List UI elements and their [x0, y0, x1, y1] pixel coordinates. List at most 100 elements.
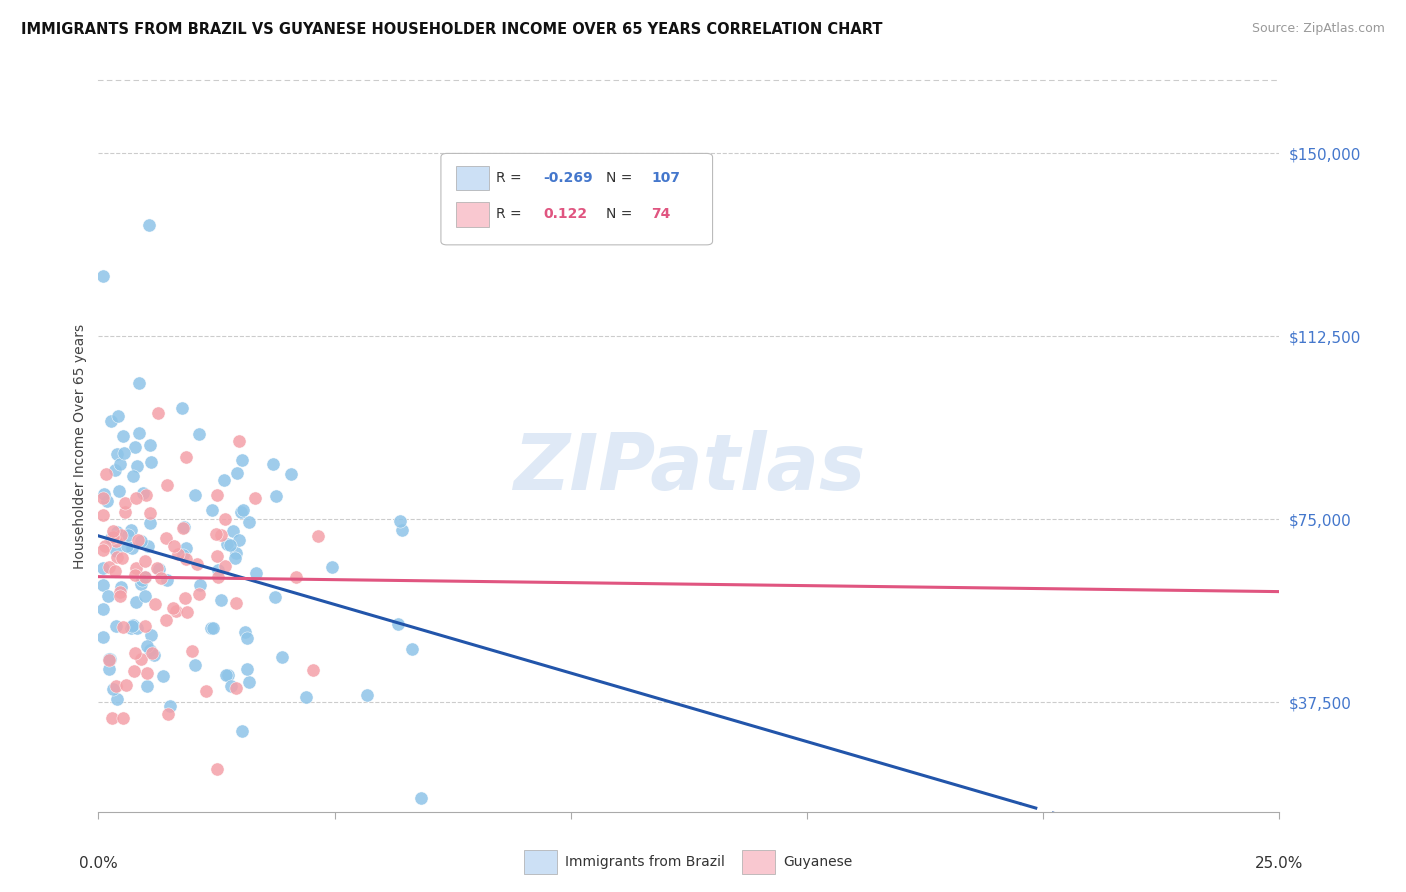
Point	[219, 538, 242, 552]
Text: Guyanese: Guyanese	[783, 855, 852, 869]
Point	[122, 468, 145, 483]
Point	[134, 618, 156, 632]
Point	[156, 707, 179, 722]
Point	[121, 619, 143, 633]
Text: -0.269: -0.269	[544, 170, 593, 185]
Point	[101, 682, 124, 697]
Point	[129, 652, 152, 666]
Point	[225, 596, 247, 610]
Point	[215, 668, 238, 682]
Point	[183, 488, 205, 502]
Point	[117, 528, 139, 542]
Point	[111, 551, 134, 566]
Y-axis label: Householder Income Over 65 years: Householder Income Over 65 years	[73, 324, 87, 568]
Point	[215, 536, 238, 550]
Point	[184, 658, 207, 673]
Point	[103, 530, 125, 544]
Point	[97, 590, 120, 604]
Point	[101, 711, 124, 725]
Point	[219, 679, 242, 693]
Point	[127, 533, 149, 548]
Point	[125, 459, 148, 474]
Point	[103, 530, 125, 544]
Point	[132, 485, 155, 500]
Point	[104, 463, 127, 477]
Point	[200, 622, 222, 636]
Point	[207, 570, 229, 584]
Point	[122, 617, 145, 632]
Point	[91, 630, 114, 644]
Point	[129, 534, 152, 549]
Point	[271, 650, 294, 665]
Point	[232, 503, 254, 517]
Point	[94, 539, 117, 553]
Point	[141, 646, 163, 660]
Point	[285, 570, 308, 584]
Point	[108, 585, 131, 599]
Point	[105, 550, 128, 565]
Point	[174, 450, 197, 464]
Point	[91, 602, 114, 616]
Point	[387, 617, 409, 632]
Point	[125, 595, 148, 609]
Point	[97, 663, 120, 677]
Point	[105, 524, 128, 539]
Point	[141, 628, 163, 642]
Point	[134, 589, 156, 603]
Point	[139, 455, 162, 469]
Point	[174, 552, 197, 566]
Text: R =: R =	[496, 207, 526, 221]
Text: IMMIGRANTS FROM BRAZIL VS GUYANESE HOUSEHOLDER INCOME OVER 65 YEARS CORRELATION : IMMIGRANTS FROM BRAZIL VS GUYANESE HOUSE…	[21, 22, 883, 37]
Text: Immigrants from Brazil: Immigrants from Brazil	[565, 855, 725, 869]
Point	[226, 466, 249, 480]
Point	[98, 652, 121, 666]
Point	[136, 665, 159, 680]
Point	[181, 644, 204, 658]
Point	[238, 515, 260, 529]
Point	[110, 581, 132, 595]
Point	[93, 486, 115, 500]
Point	[105, 544, 128, 558]
Point	[136, 679, 159, 693]
Point	[280, 467, 302, 482]
Text: 107: 107	[651, 170, 681, 185]
Point	[134, 570, 156, 584]
Point	[245, 491, 267, 506]
Point	[174, 541, 197, 555]
Point	[138, 218, 160, 232]
Point	[146, 406, 169, 420]
Point	[201, 503, 224, 517]
Point	[231, 724, 253, 739]
Text: Source: ZipAtlas.com: Source: ZipAtlas.com	[1251, 22, 1385, 36]
Point	[233, 625, 256, 640]
Point	[172, 401, 194, 415]
Point	[173, 520, 195, 534]
Point	[127, 621, 149, 635]
Point	[142, 648, 165, 662]
Point	[391, 523, 413, 537]
Point	[91, 561, 114, 575]
Text: N =: N =	[606, 207, 637, 221]
Point	[105, 447, 128, 461]
Point	[155, 613, 177, 627]
Point	[101, 524, 124, 538]
Point	[110, 458, 132, 472]
Point	[96, 494, 118, 508]
Point	[409, 791, 432, 805]
Point	[121, 541, 143, 555]
Point	[98, 652, 121, 666]
Point	[139, 438, 162, 452]
Point	[222, 524, 245, 538]
Point	[91, 268, 114, 283]
Point	[214, 559, 236, 574]
Point	[124, 491, 146, 505]
Point	[225, 681, 247, 695]
Point	[321, 559, 343, 574]
Point	[205, 762, 228, 776]
Point	[236, 632, 259, 646]
Point	[201, 621, 224, 635]
Point	[135, 488, 157, 502]
Point	[129, 576, 152, 591]
Point	[120, 621, 142, 635]
Point	[229, 505, 252, 519]
